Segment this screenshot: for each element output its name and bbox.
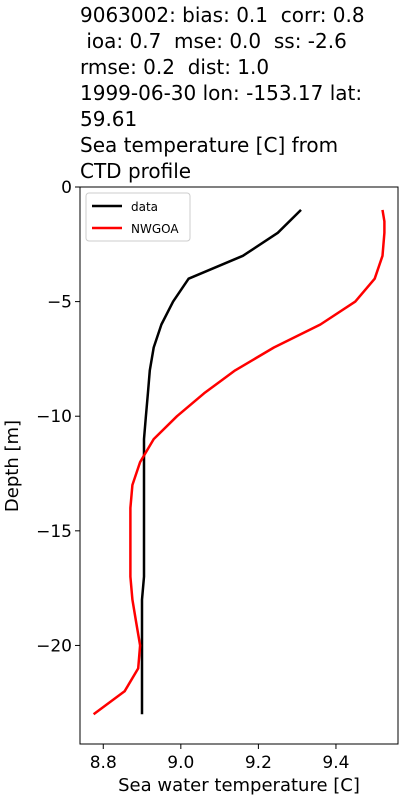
x-tick-label: 9.2 — [245, 753, 272, 773]
x-axis-label: Sea water temperature [C] — [118, 775, 360, 796]
x-tick-label: 9.4 — [322, 753, 349, 773]
chart-title: 9063002: bias: 0.1 corr: 0.8 ioa: 0.7 ms… — [80, 2, 398, 184]
legend-label: data — [131, 200, 158, 214]
y-tick-label: −10 — [36, 407, 72, 427]
title-line: 59.61 — [80, 107, 138, 131]
title-line: CTD profile — [80, 159, 192, 183]
y-tick-label: 0 — [61, 178, 72, 198]
x-ticks: 8.8 9.0 9.2 9.4 — [90, 744, 349, 773]
series-layer — [92, 209, 386, 716]
y-ticks: 0 −5 −10 −15 −20 — [36, 178, 80, 656]
title-line: ioa: 0.7 mse: 0.0 ss: -2.6 — [80, 29, 347, 53]
title-line: 9063002: bias: 0.1 corr: 0.8 — [80, 3, 365, 27]
legend: data NWGOA — [85, 192, 191, 242]
x-tick-label: 8.8 — [90, 753, 117, 773]
plot-frame — [79, 186, 399, 745]
title-line: Sea temperature [C] from — [80, 133, 339, 157]
y-tick-label: −20 — [36, 636, 72, 656]
series-line-data — [140, 209, 302, 715]
y-axis-label: Depth [m] — [2, 420, 23, 512]
y-tick-label: −15 — [36, 522, 72, 542]
title-line: 1999-06-30 lon: -153.17 lat: — [80, 81, 363, 105]
title-line: rmse: 0.2 dist: 1.0 — [80, 55, 270, 79]
legend-label: NWGOA — [131, 222, 179, 236]
x-tick-label: 9.0 — [167, 753, 194, 773]
y-tick-label: −5 — [47, 293, 72, 313]
series-line-nwgoa — [92, 209, 386, 716]
